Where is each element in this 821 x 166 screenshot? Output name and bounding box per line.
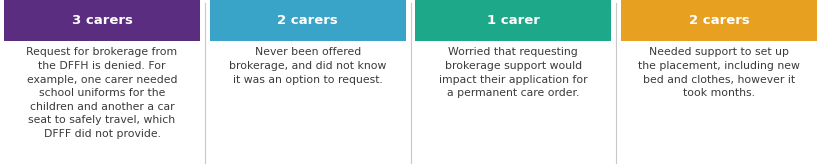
Text: Never been offered
brokerage, and did not know
it was an option to request.: Never been offered brokerage, and did no… [229, 47, 387, 84]
Text: 1 carer: 1 carer [487, 14, 539, 27]
Text: Needed support to set up
the placement, including new
bed and clothes, however i: Needed support to set up the placement, … [638, 47, 800, 98]
Text: Request for brokerage from
the DFFH is denied. For
example, one carer needed
sch: Request for brokerage from the DFFH is d… [26, 47, 177, 139]
Text: 2 carers: 2 carers [689, 14, 750, 27]
FancyBboxPatch shape [621, 0, 817, 41]
FancyBboxPatch shape [4, 0, 200, 41]
Text: Worried that requesting
brokerage support would
impact their application for
a p: Worried that requesting brokerage suppor… [439, 47, 588, 98]
FancyBboxPatch shape [210, 0, 406, 41]
FancyBboxPatch shape [415, 0, 611, 41]
Text: 2 carers: 2 carers [277, 14, 338, 27]
Text: 3 carers: 3 carers [71, 14, 132, 27]
